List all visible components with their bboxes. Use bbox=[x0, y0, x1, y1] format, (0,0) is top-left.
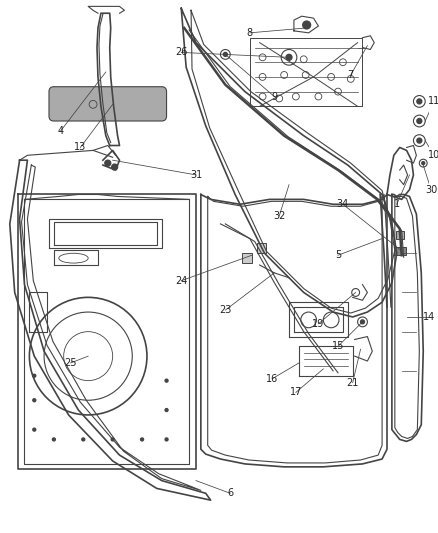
Text: 10: 10 bbox=[428, 150, 438, 160]
Circle shape bbox=[417, 99, 422, 104]
Circle shape bbox=[33, 399, 36, 402]
Text: 23: 23 bbox=[219, 305, 232, 315]
FancyBboxPatch shape bbox=[49, 87, 166, 121]
Text: 14: 14 bbox=[423, 312, 435, 322]
Text: 16: 16 bbox=[266, 374, 279, 384]
Text: 11: 11 bbox=[428, 96, 438, 107]
Text: 25: 25 bbox=[64, 358, 77, 368]
Text: 26: 26 bbox=[175, 47, 187, 58]
Bar bbox=[396, 231, 404, 239]
Circle shape bbox=[33, 428, 36, 431]
Circle shape bbox=[223, 52, 227, 56]
Text: 24: 24 bbox=[175, 276, 187, 286]
Text: 8: 8 bbox=[247, 28, 253, 38]
Circle shape bbox=[417, 118, 422, 124]
Text: 9: 9 bbox=[271, 92, 277, 101]
Circle shape bbox=[141, 438, 144, 441]
Circle shape bbox=[360, 320, 364, 324]
Circle shape bbox=[33, 374, 36, 377]
Circle shape bbox=[303, 21, 311, 29]
Circle shape bbox=[111, 438, 114, 441]
Circle shape bbox=[105, 160, 111, 166]
Text: 30: 30 bbox=[425, 184, 437, 195]
Circle shape bbox=[165, 409, 168, 411]
Text: 15: 15 bbox=[332, 341, 344, 351]
Circle shape bbox=[165, 379, 168, 382]
Circle shape bbox=[53, 438, 55, 441]
Text: 6: 6 bbox=[227, 488, 233, 498]
Text: 5: 5 bbox=[335, 250, 341, 260]
Circle shape bbox=[82, 438, 85, 441]
Circle shape bbox=[165, 438, 168, 441]
Text: 34: 34 bbox=[337, 199, 349, 209]
Bar bbox=[242, 253, 252, 263]
Bar bbox=[394, 247, 406, 255]
Text: 4: 4 bbox=[58, 126, 64, 136]
Text: 13: 13 bbox=[74, 142, 86, 152]
Text: 1: 1 bbox=[394, 199, 400, 209]
Text: 17: 17 bbox=[290, 387, 302, 398]
Text: 7: 7 bbox=[348, 70, 354, 80]
Bar bbox=[257, 244, 266, 253]
Circle shape bbox=[417, 138, 422, 143]
Circle shape bbox=[422, 161, 425, 165]
Text: 32: 32 bbox=[273, 211, 286, 221]
Circle shape bbox=[286, 54, 292, 60]
Circle shape bbox=[112, 164, 117, 170]
Text: 21: 21 bbox=[346, 377, 359, 387]
Text: 19: 19 bbox=[312, 319, 325, 329]
Text: 31: 31 bbox=[190, 170, 202, 180]
